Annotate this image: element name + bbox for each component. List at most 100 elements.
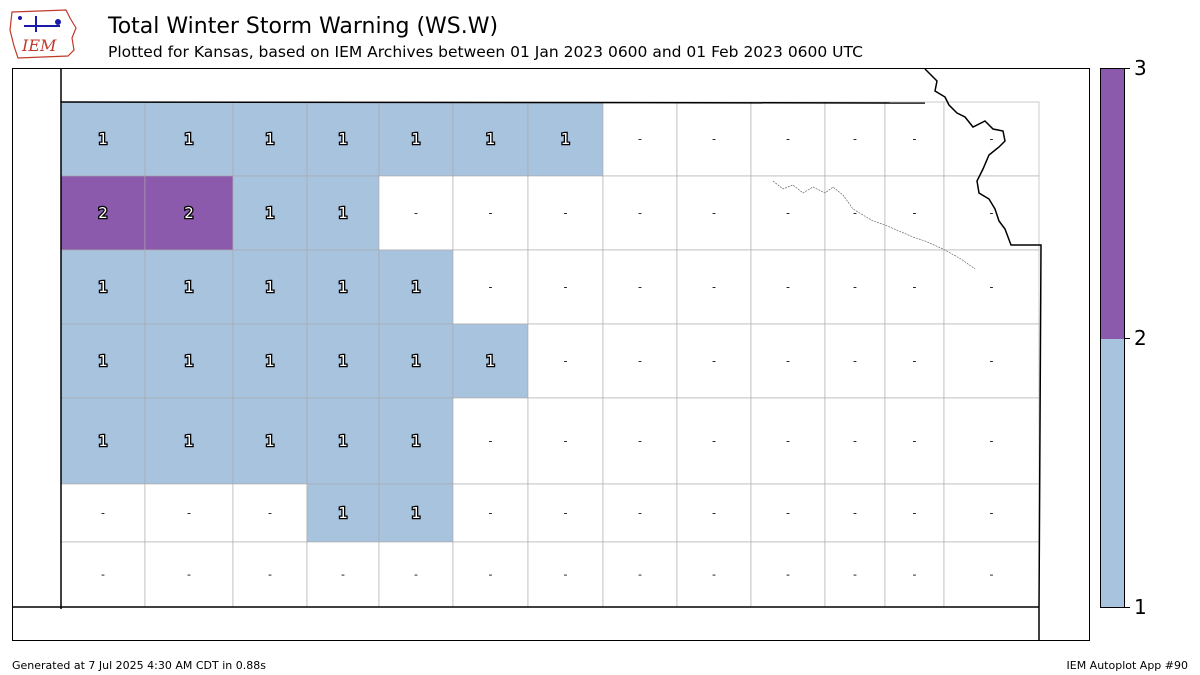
county-value-r2-c4: 1: [411, 278, 421, 296]
county-value-r3-c5: 1: [486, 352, 496, 370]
county-value-r3-c6: -: [564, 355, 568, 368]
county-value-r2-c1: 1: [184, 278, 194, 296]
county-r3-c1: [144, 323, 234, 399]
county-r6-c3: [306, 541, 380, 608]
county-r4-c8: [676, 397, 752, 485]
county-r1-c2: [232, 175, 308, 251]
county-value-r1-c1: 2: [184, 204, 194, 222]
county-r1-c1: [144, 175, 234, 251]
county-value-r4-c0: 1: [98, 432, 108, 450]
county-r3-c10: [824, 323, 886, 399]
county-r4-c7: [602, 397, 678, 485]
county-value-r6-c0: -: [101, 568, 105, 581]
county-value-r4-c9: -: [786, 435, 790, 448]
county-r4-c2: [232, 397, 308, 485]
colorbar: [1100, 68, 1125, 608]
county-value-r0-c2: 1: [265, 130, 275, 148]
county-value-r4-c2: 1: [265, 432, 275, 450]
county-value-r0-c12: -: [990, 133, 994, 146]
state-boundary-missouri-river: [924, 69, 1042, 640]
county-r1-c7: [602, 175, 678, 251]
county-value-r3-c2: 1: [265, 352, 275, 370]
county-value-r3-c11: -: [913, 355, 917, 368]
county-value-r4-c6: -: [564, 435, 568, 448]
county-value-r5-c10: -: [853, 507, 857, 520]
county-value-r5-c4: 1: [411, 504, 421, 522]
county-value-r6-c4: -: [414, 568, 418, 581]
county-value-r2-c11: -: [913, 281, 917, 294]
county-r4-c1: [144, 397, 234, 485]
county-r3-c11: [884, 323, 945, 399]
county-r2-c0: [60, 249, 146, 325]
county-r1-c9: [750, 175, 826, 251]
county-r4-c0: [60, 397, 146, 485]
county-r3-c6: [527, 323, 604, 399]
colorbar-tick-3: [1124, 68, 1130, 69]
county-value-r2-c6: -: [564, 281, 568, 294]
county-value-r4-c10: -: [853, 435, 857, 448]
county-r6-c4: [378, 541, 454, 608]
county-r4-c4: [378, 397, 454, 485]
county-r6-c7: [602, 541, 678, 608]
county-r1-c0: [60, 175, 146, 251]
county-value-r6-c9: -: [786, 568, 790, 581]
county-r2-c11: [884, 249, 945, 325]
county-value-r0-c1: 1: [184, 130, 194, 148]
county-value-r4-c3: 1: [338, 432, 348, 450]
county-r3-c4: [378, 323, 454, 399]
county-r5-c2: [232, 483, 308, 543]
county-r5-c3: [306, 483, 380, 543]
county-r4-c10: [824, 397, 886, 485]
county-layer: [60, 101, 1040, 608]
county-value-r1-c10: -: [853, 207, 857, 220]
county-value-r0-c4: 1: [411, 130, 421, 148]
county-r3-c2: [232, 323, 308, 399]
county-r1-c4: [378, 175, 454, 251]
county-value-r5-c12: -: [990, 507, 994, 520]
county-r4-c11: [884, 397, 945, 485]
state-boundary-nebraska: [60, 101, 926, 104]
county-r3-c5: [452, 323, 529, 399]
county-value-r6-c6: -: [564, 568, 568, 581]
kansas-county-map: 1 1 1 1 1 1 1 - - - - - - 2 2 1 1 - - - - - - - - - 1 1 1 1 1 - - - - - - - - 1…: [13, 69, 1042, 640]
colorbar-label-2: 2: [1134, 326, 1147, 350]
colorbar-segment-2-3: [1101, 69, 1124, 339]
county-value-r1-c6: -: [564, 207, 568, 220]
county-value-r6-c5: -: [489, 568, 493, 581]
county-value-r0-c8: -: [712, 133, 716, 146]
county-value-r4-c5: -: [489, 435, 493, 448]
label-layer: 1 1 1 1 1 1 1 - - - - - - 2 2 1 1 - - - - - - - - - 1 1 1 1 1 - - - - - - - - 1…: [97, 129, 994, 581]
county-value-r0-c7: -: [638, 133, 642, 146]
county-value-r3-c10: -: [853, 355, 857, 368]
county-r5-c5: [452, 483, 529, 543]
colorbar-tick-2: [1124, 338, 1130, 339]
county-r6-c5: [452, 541, 529, 608]
county-value-r4-c4: 1: [411, 432, 421, 450]
county-value-r0-c10: -: [853, 133, 857, 146]
county-value-r1-c5: -: [489, 207, 493, 220]
county-r5-c9: [750, 483, 826, 543]
county-r2-c5: [452, 249, 529, 325]
county-value-r0-c6: 1: [561, 130, 571, 148]
county-r2-c8: [676, 249, 752, 325]
county-r6-c8: [676, 541, 752, 608]
county-r4-c12: [943, 397, 1040, 485]
county-value-r1-c2: 1: [265, 204, 275, 222]
county-value-r1-c11: -: [913, 207, 917, 220]
county-value-r0-c9: -: [786, 133, 790, 146]
county-value-r2-c3: 1: [338, 278, 348, 296]
county-value-r4-c7: -: [638, 435, 642, 448]
county-value-r5-c6: -: [564, 507, 568, 520]
county-value-r4-c11: -: [913, 435, 917, 448]
county-value-r2-c2: 1: [265, 278, 275, 296]
county-value-r1-c8: -: [712, 207, 716, 220]
county-value-r1-c7: -: [638, 207, 642, 220]
county-value-r6-c11: -: [913, 568, 917, 581]
county-r0-c8: [676, 101, 752, 177]
map-subtitle: Plotted for Kansas, based on IEM Archive…: [108, 43, 863, 61]
county-value-r2-c5: -: [489, 281, 493, 294]
county-r1-c6: [527, 175, 604, 251]
county-r1-c12: [943, 175, 1040, 251]
county-value-r5-c1: -: [187, 507, 191, 520]
county-value-r5-c2: -: [268, 507, 272, 520]
